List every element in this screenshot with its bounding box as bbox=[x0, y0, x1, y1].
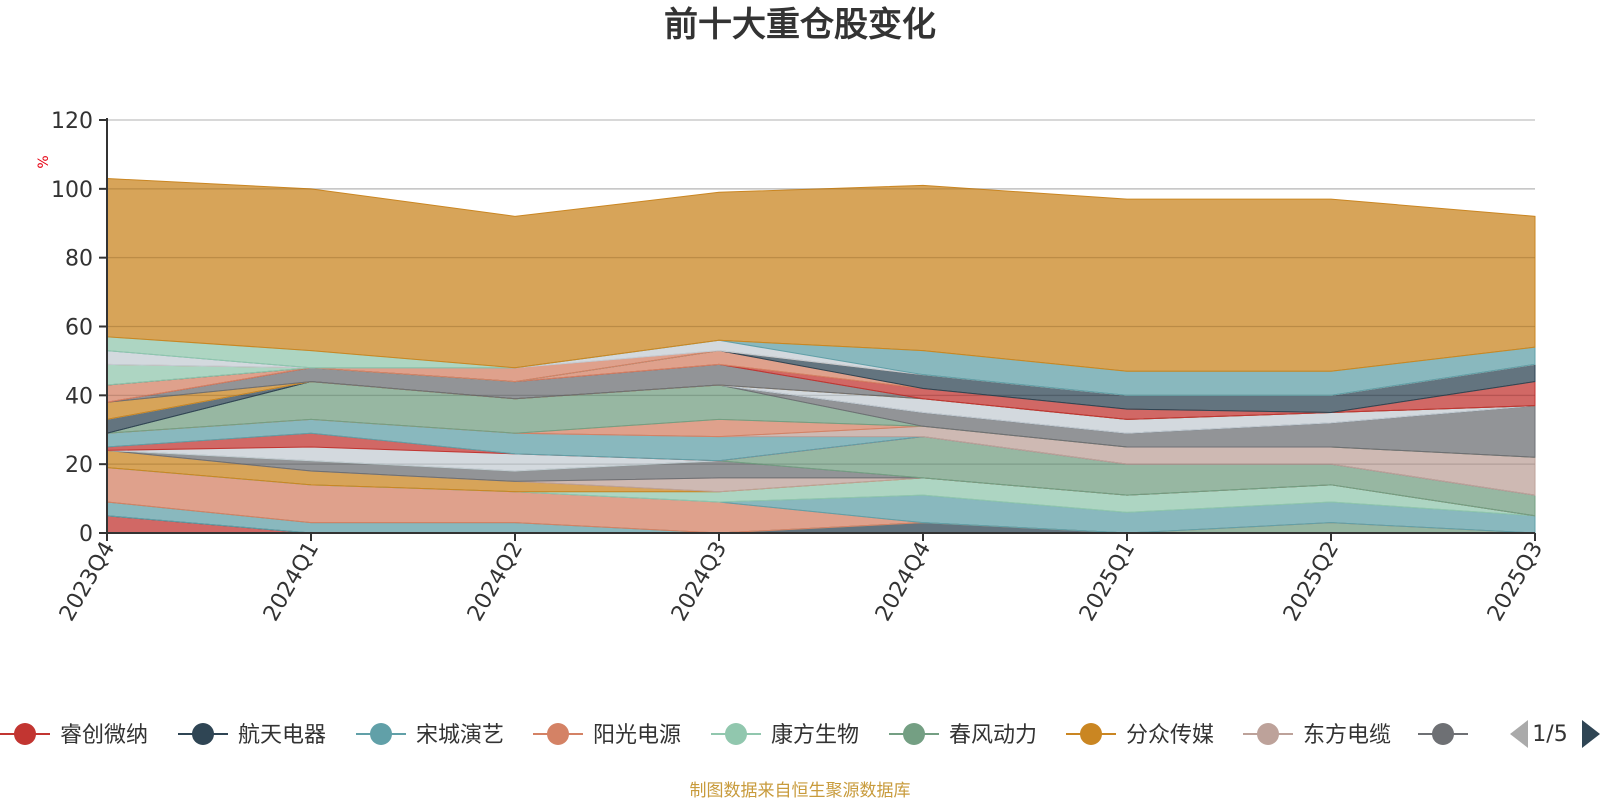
legend-pager: 1/5 bbox=[1510, 720, 1600, 748]
legend-label: 分众传媒 bbox=[1126, 723, 1214, 748]
legend-label: 东方电缆 bbox=[1303, 723, 1391, 748]
legend: 睿创微纳 航天电器 宋城演艺 阳光电源 康方生物 春风动力 分众传媒 东方电缆 bbox=[0, 723, 1468, 748]
legend-label: 春风动力 bbox=[949, 723, 1037, 748]
legend-item[interactable]: 东方电缆 bbox=[1243, 723, 1391, 748]
y-axis-unit: % bbox=[36, 155, 52, 168]
x-tick-label: 2025Q1 bbox=[1075, 538, 1140, 626]
legend-marker-icon bbox=[1432, 723, 1454, 745]
legend-label: 康方生物 bbox=[771, 723, 859, 748]
y-tick-label: 0 bbox=[79, 522, 93, 547]
area-layers bbox=[106, 177, 1536, 534]
legend-item[interactable]: 睿创微纳 bbox=[0, 723, 148, 748]
legend-marker-icon bbox=[1080, 723, 1102, 745]
legend-marker-icon bbox=[14, 723, 36, 745]
legend-item[interactable]: 春风动力 bbox=[889, 723, 1037, 748]
y-tick-label: 20 bbox=[65, 453, 93, 478]
x-tick-label: 2024Q3 bbox=[667, 538, 732, 626]
y-tick-label: 120 bbox=[51, 109, 93, 134]
chart-title: 前十大重仓股变化 bbox=[664, 5, 936, 45]
area-layer-30 bbox=[106, 177, 1536, 372]
legend-item[interactable]: 宋城演艺 bbox=[356, 723, 504, 748]
legend-marker-icon bbox=[547, 723, 569, 745]
legend-label: 阳光电源 bbox=[593, 723, 681, 748]
y-axis-ticks: 0 20 40 60 80 100 120 bbox=[51, 109, 107, 547]
next-page-icon[interactable] bbox=[1582, 720, 1600, 748]
x-tick-label: 2025Q2 bbox=[1279, 538, 1344, 626]
legend-marker-icon bbox=[725, 723, 747, 745]
x-tick-label: 2024Q2 bbox=[463, 538, 528, 626]
x-tick-label: 2024Q4 bbox=[871, 538, 936, 626]
y-tick-label: 100 bbox=[51, 178, 93, 203]
legend-marker-icon bbox=[370, 723, 392, 745]
x-tick-label: 2025Q3 bbox=[1483, 538, 1548, 626]
y-tick-label: 40 bbox=[65, 384, 93, 409]
legend-item[interactable] bbox=[1418, 723, 1468, 745]
data-source-note: 制图数据来自恒生聚源数据库 bbox=[690, 781, 911, 800]
legend-item[interactable]: 分众传媒 bbox=[1066, 723, 1214, 748]
legend-item[interactable]: 阳光电源 bbox=[533, 723, 681, 748]
legend-label: 航天电器 bbox=[238, 723, 326, 748]
x-tick-label: 2024Q1 bbox=[259, 538, 324, 626]
y-tick-label: 60 bbox=[65, 316, 93, 341]
legend-item[interactable]: 康方生物 bbox=[711, 723, 859, 748]
y-tick-label: 80 bbox=[65, 247, 93, 272]
x-tick-label: 2023Q4 bbox=[55, 538, 120, 626]
legend-marker-icon bbox=[903, 723, 925, 745]
prev-page-icon[interactable] bbox=[1510, 720, 1528, 748]
x-axis-ticks: 2023Q4 2024Q1 2024Q2 2024Q3 2024Q4 2025Q1 2025… bbox=[55, 533, 1548, 626]
legend-item[interactable]: 航天电器 bbox=[178, 723, 326, 748]
legend-label: 睿创微纳 bbox=[60, 723, 148, 748]
legend-page-indicator: 1/5 bbox=[1532, 722, 1567, 747]
legend-marker-icon bbox=[192, 723, 214, 745]
legend-label: 宋城演艺 bbox=[416, 723, 504, 748]
legend-marker-icon bbox=[1257, 723, 1279, 745]
